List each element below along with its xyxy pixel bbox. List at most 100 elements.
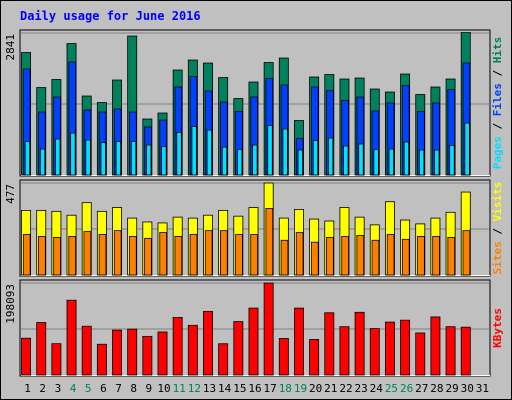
- visits-sites-bar: [326, 236, 334, 276]
- usage-pages-bar: [327, 137, 334, 176]
- day-label: 27: [415, 382, 428, 395]
- kbytes-kbytes-bar: [324, 312, 335, 376]
- usage-pages-bar: [206, 129, 213, 176]
- visits-sites-bar: [417, 236, 425, 276]
- usage-pages-bar: [267, 125, 273, 176]
- day-label: 12: [188, 382, 201, 395]
- day-label: 16: [248, 382, 261, 395]
- visits-sites-bar: [462, 230, 471, 276]
- kbytes-kbytes-bar: [81, 325, 92, 376]
- kbytes-kbytes-bar: [233, 321, 244, 376]
- usage-pages-bar: [39, 148, 46, 176]
- chart-panels: 2841 Pages / Files / Hits 477 Sites / Visit…: [4, 29, 504, 377]
- day-label: 10: [157, 382, 170, 395]
- visits-sites-bar: [68, 236, 77, 276]
- legend-item-visits: Visits: [491, 182, 504, 222]
- day-label: 18: [279, 382, 292, 395]
- visits-legend: Sites / Visits: [491, 182, 504, 275]
- usage-pages-bar: [176, 132, 182, 176]
- usage-pages-bar: [130, 141, 137, 176]
- legend-item-hits: Hits: [491, 37, 504, 64]
- visits-sites-bar: [447, 236, 456, 276]
- day-label: 3: [55, 382, 62, 395]
- usage-pages-bar: [100, 142, 106, 176]
- usage-ymax-label: 2841: [4, 34, 17, 61]
- kbytes-panel: 198093 KBytes: [4, 279, 504, 377]
- kbytes-kbytes-bar: [172, 317, 183, 376]
- usage-pages-bar: [24, 141, 31, 176]
- x-axis-day-labels: 1 2 3 4 5 6 7 8 9 10 11 12 13 14 15 16 17 18 19 20 21 22 23 24 2…: [24, 382, 489, 395]
- day-label: 2: [39, 382, 46, 395]
- day-label: 13: [203, 382, 216, 395]
- day-label: 28: [430, 382, 443, 395]
- kbytes-kbytes-bar: [66, 299, 77, 376]
- visits-sites-bar: [53, 236, 61, 276]
- visits-sites-bar: [341, 236, 349, 276]
- kbytes-kbytes-bar: [384, 321, 395, 376]
- visits-sites-bar: [98, 234, 107, 276]
- visits-sites-bar: [235, 234, 243, 276]
- kbytes-kbytes-bar: [127, 328, 138, 376]
- legend-item-files: Files: [491, 83, 504, 116]
- day-label: 14: [218, 382, 232, 395]
- day-label: 9: [146, 382, 153, 395]
- kbytes-kbytes-bar: [445, 326, 456, 376]
- kbytes-kbytes-bar: [263, 282, 274, 376]
- day-label: 26: [400, 382, 413, 395]
- kbytes-kbytes-bar: [339, 326, 350, 376]
- day-label: 19: [294, 382, 307, 395]
- kbytes-kbytes-bar: [369, 328, 380, 376]
- kbytes-kbytes-bar: [51, 343, 62, 376]
- usage-pages-bar: [418, 149, 425, 176]
- day-label: 23: [355, 382, 368, 395]
- usage-pages-bar: [464, 122, 470, 176]
- day-label: 21: [324, 382, 337, 395]
- usage-pages-bar: [237, 149, 243, 176]
- usage-pages-bar: [403, 141, 410, 176]
- kbytes-kbytes-bar: [36, 322, 47, 376]
- kbytes-kbytes-bar: [96, 343, 107, 376]
- visits-sites-bar: [22, 234, 31, 276]
- visits-sites-bar: [295, 232, 304, 276]
- usage-pages-bar: [373, 149, 379, 176]
- day-label: 20: [309, 382, 322, 395]
- kbytes-kbytes-bar: [400, 319, 411, 376]
- kbytes-kbytes-bar: [278, 338, 289, 376]
- visits-sites-bar: [83, 231, 92, 276]
- day-label: 6: [100, 382, 107, 395]
- kbytes-kbytes-bar: [203, 310, 213, 376]
- kbytes-kbytes-bar: [157, 331, 168, 376]
- visits-sites-bar: [432, 236, 440, 276]
- usage-pages-bar: [343, 145, 349, 176]
- usage-pages-bar: [252, 144, 258, 176]
- kbytes-legend: KBytes: [491, 308, 504, 348]
- visits-sites-bar: [386, 234, 395, 276]
- visits-sites-bar: [356, 235, 365, 276]
- day-label: 4: [70, 382, 77, 395]
- usage-pages-bar: [449, 145, 455, 176]
- legend-separator: /: [491, 63, 504, 83]
- day-label: 22: [339, 382, 352, 395]
- visits-sites-bar: [189, 234, 198, 276]
- visits-sites-bar: [159, 232, 168, 276]
- usage-pages-bar: [161, 146, 167, 176]
- visits-sites-bar: [280, 239, 289, 276]
- visits-sites-bar: [174, 236, 183, 276]
- usage-pages-bar: [55, 138, 61, 176]
- day-label: 24: [370, 382, 384, 395]
- usage-pages-bar: [312, 140, 319, 176]
- kbytes-kbytes-bar: [415, 332, 426, 376]
- kbytes-kbytes-bar: [142, 335, 153, 376]
- kbytes-kbytes-bar: [460, 326, 471, 376]
- kbytes-kbytes-bar: [294, 307, 304, 376]
- visits-sites-bar: [113, 230, 122, 276]
- day-label: 8: [130, 382, 137, 395]
- day-label: 29: [445, 382, 458, 395]
- day-label: 15: [233, 382, 246, 395]
- usage-pages-bar: [191, 126, 197, 176]
- kbytes-kbytes-bar: [430, 316, 441, 376]
- usage-pages-bar: [297, 149, 304, 176]
- usage-panel: 2841 Pages / Files / Hits: [4, 29, 504, 177]
- kbytes-ymax-label: 198093: [4, 284, 17, 324]
